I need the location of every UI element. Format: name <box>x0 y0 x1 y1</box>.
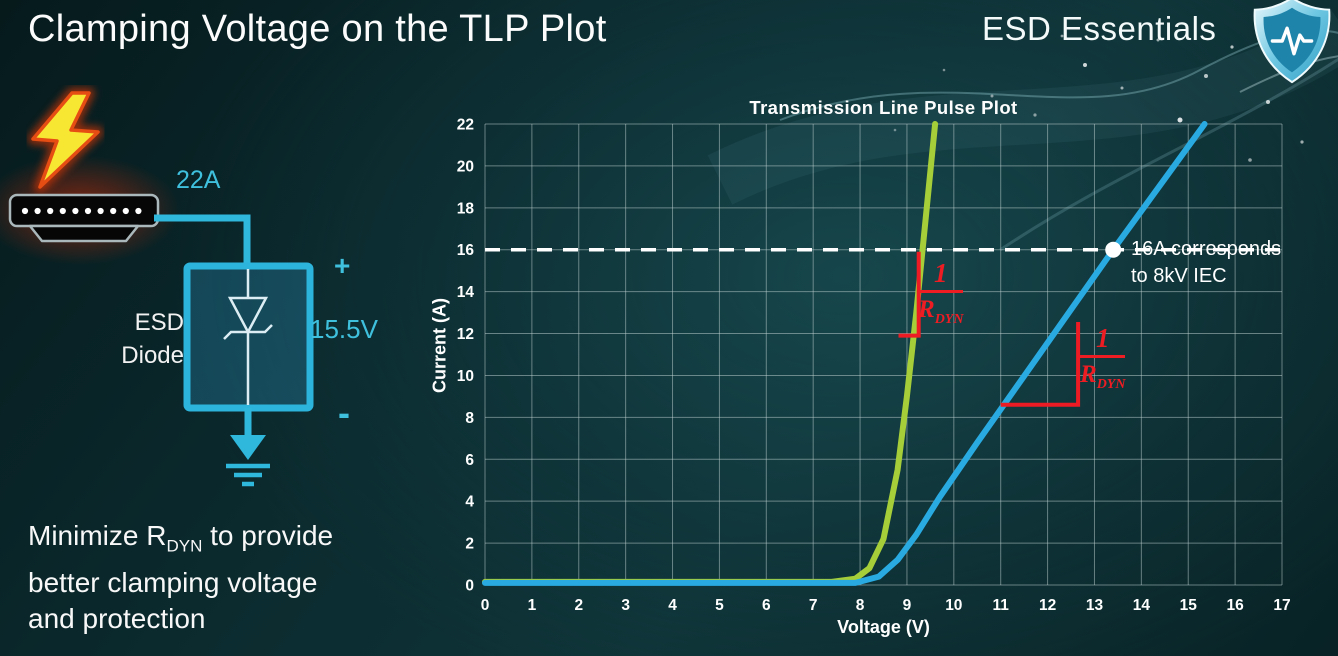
x-tick-label: 16 <box>1226 597 1244 614</box>
y-tick-label: 4 <box>465 494 474 511</box>
zener-diode-symbol-icon <box>223 269 273 405</box>
rdyn-numerator: 1 <box>1080 323 1126 358</box>
rdyn-r: R <box>918 296 935 323</box>
hdmi-pins <box>21 207 142 215</box>
x-tick-label: 6 <box>762 597 771 614</box>
pulse-line-icon <box>1270 26 1314 56</box>
x-tick-label: 10 <box>945 597 962 614</box>
note-rdyn-subscript: DYN <box>166 536 203 556</box>
series-line-1 <box>482 121 1208 586</box>
marker-annotation-line1: 16A corresponds <box>1131 238 1282 260</box>
note-line-3: and protection <box>28 602 206 634</box>
light-band <box>707 7 1338 205</box>
marker-annotation-line2: to 8kV IEC <box>1131 265 1227 287</box>
x-tick-label: 2 <box>574 597 583 614</box>
rdyn-denominator: RDYN <box>918 293 963 335</box>
rdyn-slope-mark <box>898 251 921 338</box>
takeaway-note: Minimize RDYN to provide better clamping… <box>28 518 333 637</box>
y-tick-label: 14 <box>457 284 475 301</box>
rdyn-sub: DYN <box>1096 377 1126 392</box>
note-line-1-pre: Minimize R <box>28 520 167 551</box>
x-tick-label: 1 <box>528 597 537 614</box>
rdyn-denominator: RDYN <box>1080 358 1125 400</box>
rdyn-fraction-right: 1 RDYN <box>1080 323 1126 400</box>
x-tick-label: 13 <box>1086 597 1104 614</box>
x-axis-label: Voltage (V) <box>837 617 930 637</box>
y-tick-label: 18 <box>457 200 475 217</box>
rdyn-sub: DYN <box>934 312 964 327</box>
series-line-0 <box>482 121 939 585</box>
polarity-plus-label: + <box>334 250 351 281</box>
y-tick-label: 6 <box>465 452 474 469</box>
x-tick-label: 3 <box>621 597 630 614</box>
x-tick-label: 5 <box>715 597 724 614</box>
x-tick-label: 7 <box>809 597 818 614</box>
rdyn-slope-mark <box>1000 322 1081 407</box>
ground-symbol-icon <box>226 463 270 487</box>
x-tick-label: 9 <box>903 597 912 614</box>
y-tick-label: 8 <box>465 410 474 427</box>
note-line-2: better clamping voltage <box>28 566 318 598</box>
ground-arrow <box>230 435 266 460</box>
esd-circuit-diagram <box>0 87 314 487</box>
rdyn-r: R <box>1080 361 1097 388</box>
y-tick-label: 20 <box>457 158 474 175</box>
plot-area: 0 1 2 3 4 5 6 7 8 9 10 11 12 13 14 15 16 1702468101214161… <box>457 117 1291 615</box>
y-tick-label: 12 <box>457 326 474 343</box>
marker-annotation: 16A corresponds to 8kV IEC <box>1131 236 1281 290</box>
y-tick-label: 16 <box>457 242 475 259</box>
marker-dot <box>1105 241 1122 258</box>
y-tick-label: 22 <box>457 117 474 134</box>
y-tick-label: 0 <box>465 578 474 595</box>
x-tick-label: 4 <box>668 597 677 614</box>
chart-title: Transmission Line Pulse Plot <box>749 97 1018 118</box>
page-title: Clamping Voltage on the TLP Plot <box>28 8 607 50</box>
x-tick-label: 11 <box>993 597 1010 614</box>
x-tick-label: 14 <box>1133 597 1151 614</box>
x-tick-label: 8 <box>856 597 865 614</box>
lightning-bolt-icon <box>31 91 100 189</box>
brand-name: ESD Essentials <box>982 10 1217 47</box>
clamp-voltage-label: 15.5V <box>310 314 378 344</box>
surge-current-label: 22A <box>176 166 221 194</box>
x-tick-label: 15 <box>1180 597 1198 614</box>
x-tick-label: 12 <box>1039 597 1056 614</box>
y-axis-label: Current (A) <box>429 298 450 393</box>
y-tick-label: 10 <box>457 368 474 385</box>
rdyn-numerator: 1 <box>918 258 964 293</box>
esd-diode-label: ESD Diode <box>110 306 184 372</box>
hdmi-connector-bottom <box>28 224 140 243</box>
surge-wire <box>154 214 251 266</box>
rdyn-fraction-left: 1 RDYN <box>918 258 964 335</box>
note-line-1-post: to provide <box>202 520 334 551</box>
particle-dots <box>893 34 1304 162</box>
x-tick-label: 0 <box>481 597 490 614</box>
x-tick-label: 17 <box>1273 597 1290 614</box>
polarity-minus-label: - <box>338 392 350 433</box>
note-line-1: Minimize RDYN to provide <box>28 518 333 565</box>
shield-logo-icon <box>1253 0 1331 84</box>
esd-diode-label-line2: Diode <box>121 342 184 369</box>
esd-diode-label-line1: ESD <box>134 309 184 336</box>
y-tick-label: 2 <box>465 536 474 553</box>
